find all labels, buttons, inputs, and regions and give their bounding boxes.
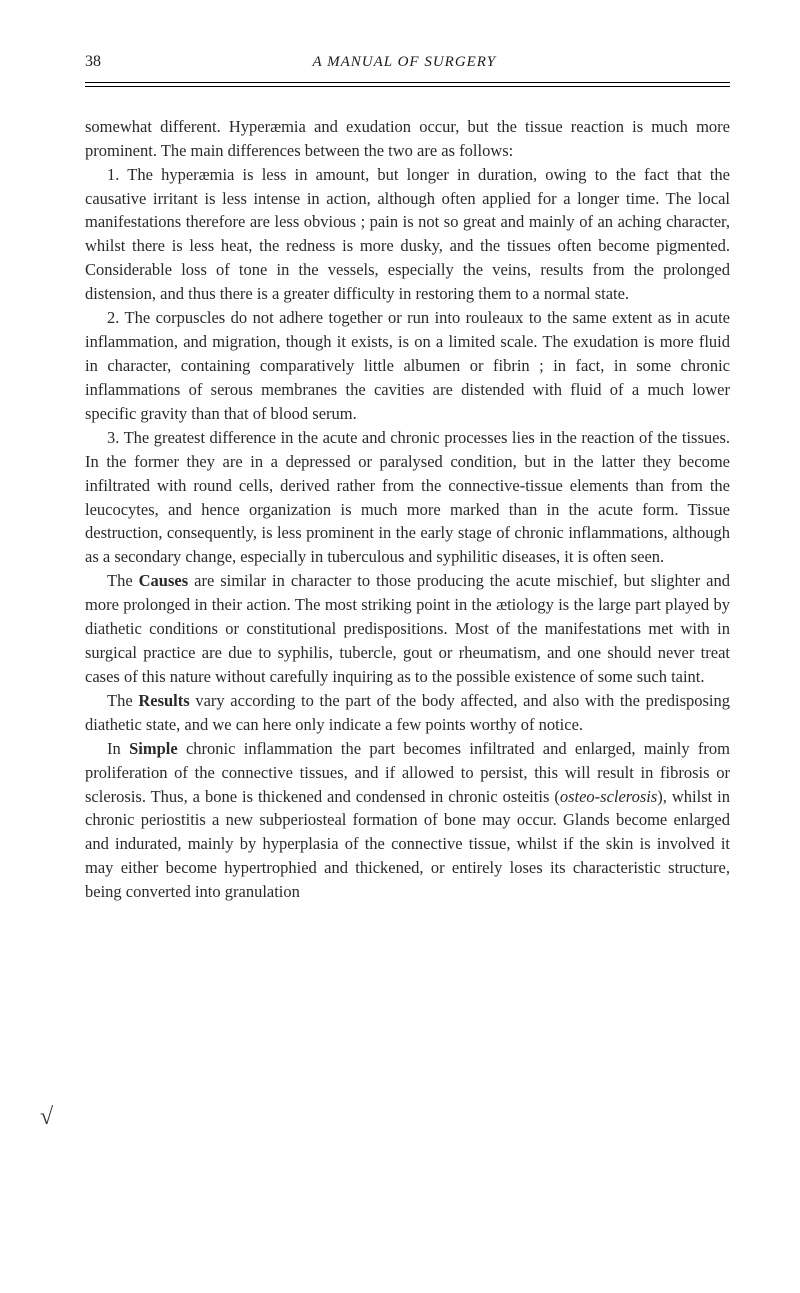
osteo-sclerosis-term: osteo-sclerosis xyxy=(560,787,657,806)
page-header: 38 A MANUAL OF SURGERY xyxy=(85,50,730,74)
causes-pre: The xyxy=(107,571,139,590)
simple-term: Simple xyxy=(129,739,178,758)
results-pre: The xyxy=(107,691,138,710)
paragraph-intro: somewhat different. Hyperæmia and exudat… xyxy=(85,115,730,163)
paragraph-causes: The Causes are similar in character to t… xyxy=(85,569,730,689)
causes-term: Causes xyxy=(139,571,189,590)
page-number: 38 xyxy=(85,50,101,73)
paragraph-3: 3. The greatest difference in the acute … xyxy=(85,426,730,570)
header-spacer xyxy=(708,52,731,74)
paragraph-simple: In Simple chronic inflammation the part … xyxy=(85,737,730,904)
results-term: Results xyxy=(138,691,189,710)
body-text: somewhat different. Hyperæmia and exudat… xyxy=(85,115,730,904)
simple-pre: In xyxy=(107,739,129,758)
paragraph-results: The Results vary according to the part o… xyxy=(85,689,730,737)
paragraph-1: 1. The hyperæmia is less in amount, but … xyxy=(85,163,730,307)
margin-annotation: √ xyxy=(40,1100,53,1135)
header-rule-bottom xyxy=(85,86,730,87)
paragraph-2: 2. The corpuscles do not adhere together… xyxy=(85,306,730,426)
header-rule-top xyxy=(85,82,730,83)
book-title: A MANUAL OF SURGERY xyxy=(312,52,496,74)
